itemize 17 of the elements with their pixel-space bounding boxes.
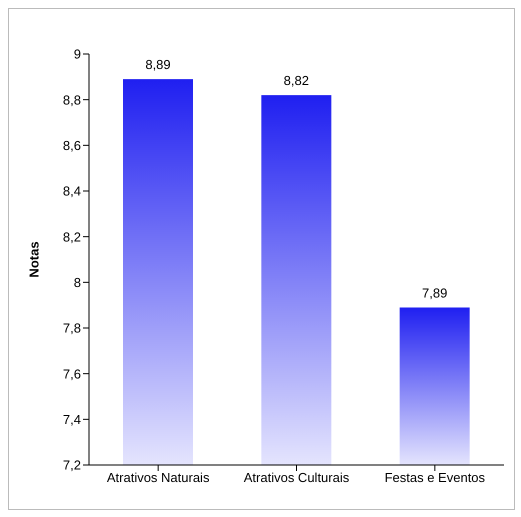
y-tick-label: 8,2 — [62, 229, 81, 244]
y-tick-label: 8,8 — [62, 92, 81, 108]
x-tick-label: Festas e Eventos — [384, 470, 486, 486]
data-label: 8,82 — [284, 73, 309, 88]
y-tick-label: 8,4 — [62, 184, 81, 199]
x-tick-label: Atrativos Culturais — [244, 470, 350, 486]
y-tick-label: 8,6 — [62, 138, 81, 153]
data-label: 7,89 — [422, 285, 448, 300]
y-tick-label: 7,6 — [62, 366, 81, 382]
x-tick-label: Atrativos Naturais — [106, 470, 210, 486]
y-axis-title: Notas — [26, 241, 42, 278]
y-tick-label: 7,8 — [62, 320, 81, 336]
y-tick-label: 8 — [74, 274, 81, 290]
y-tick-label: 9 — [74, 46, 81, 62]
y-tick-label: 7,2 — [62, 458, 81, 473]
y-tick-label: 7,4 — [62, 412, 81, 427]
data-label: 8,89 — [145, 57, 171, 72]
